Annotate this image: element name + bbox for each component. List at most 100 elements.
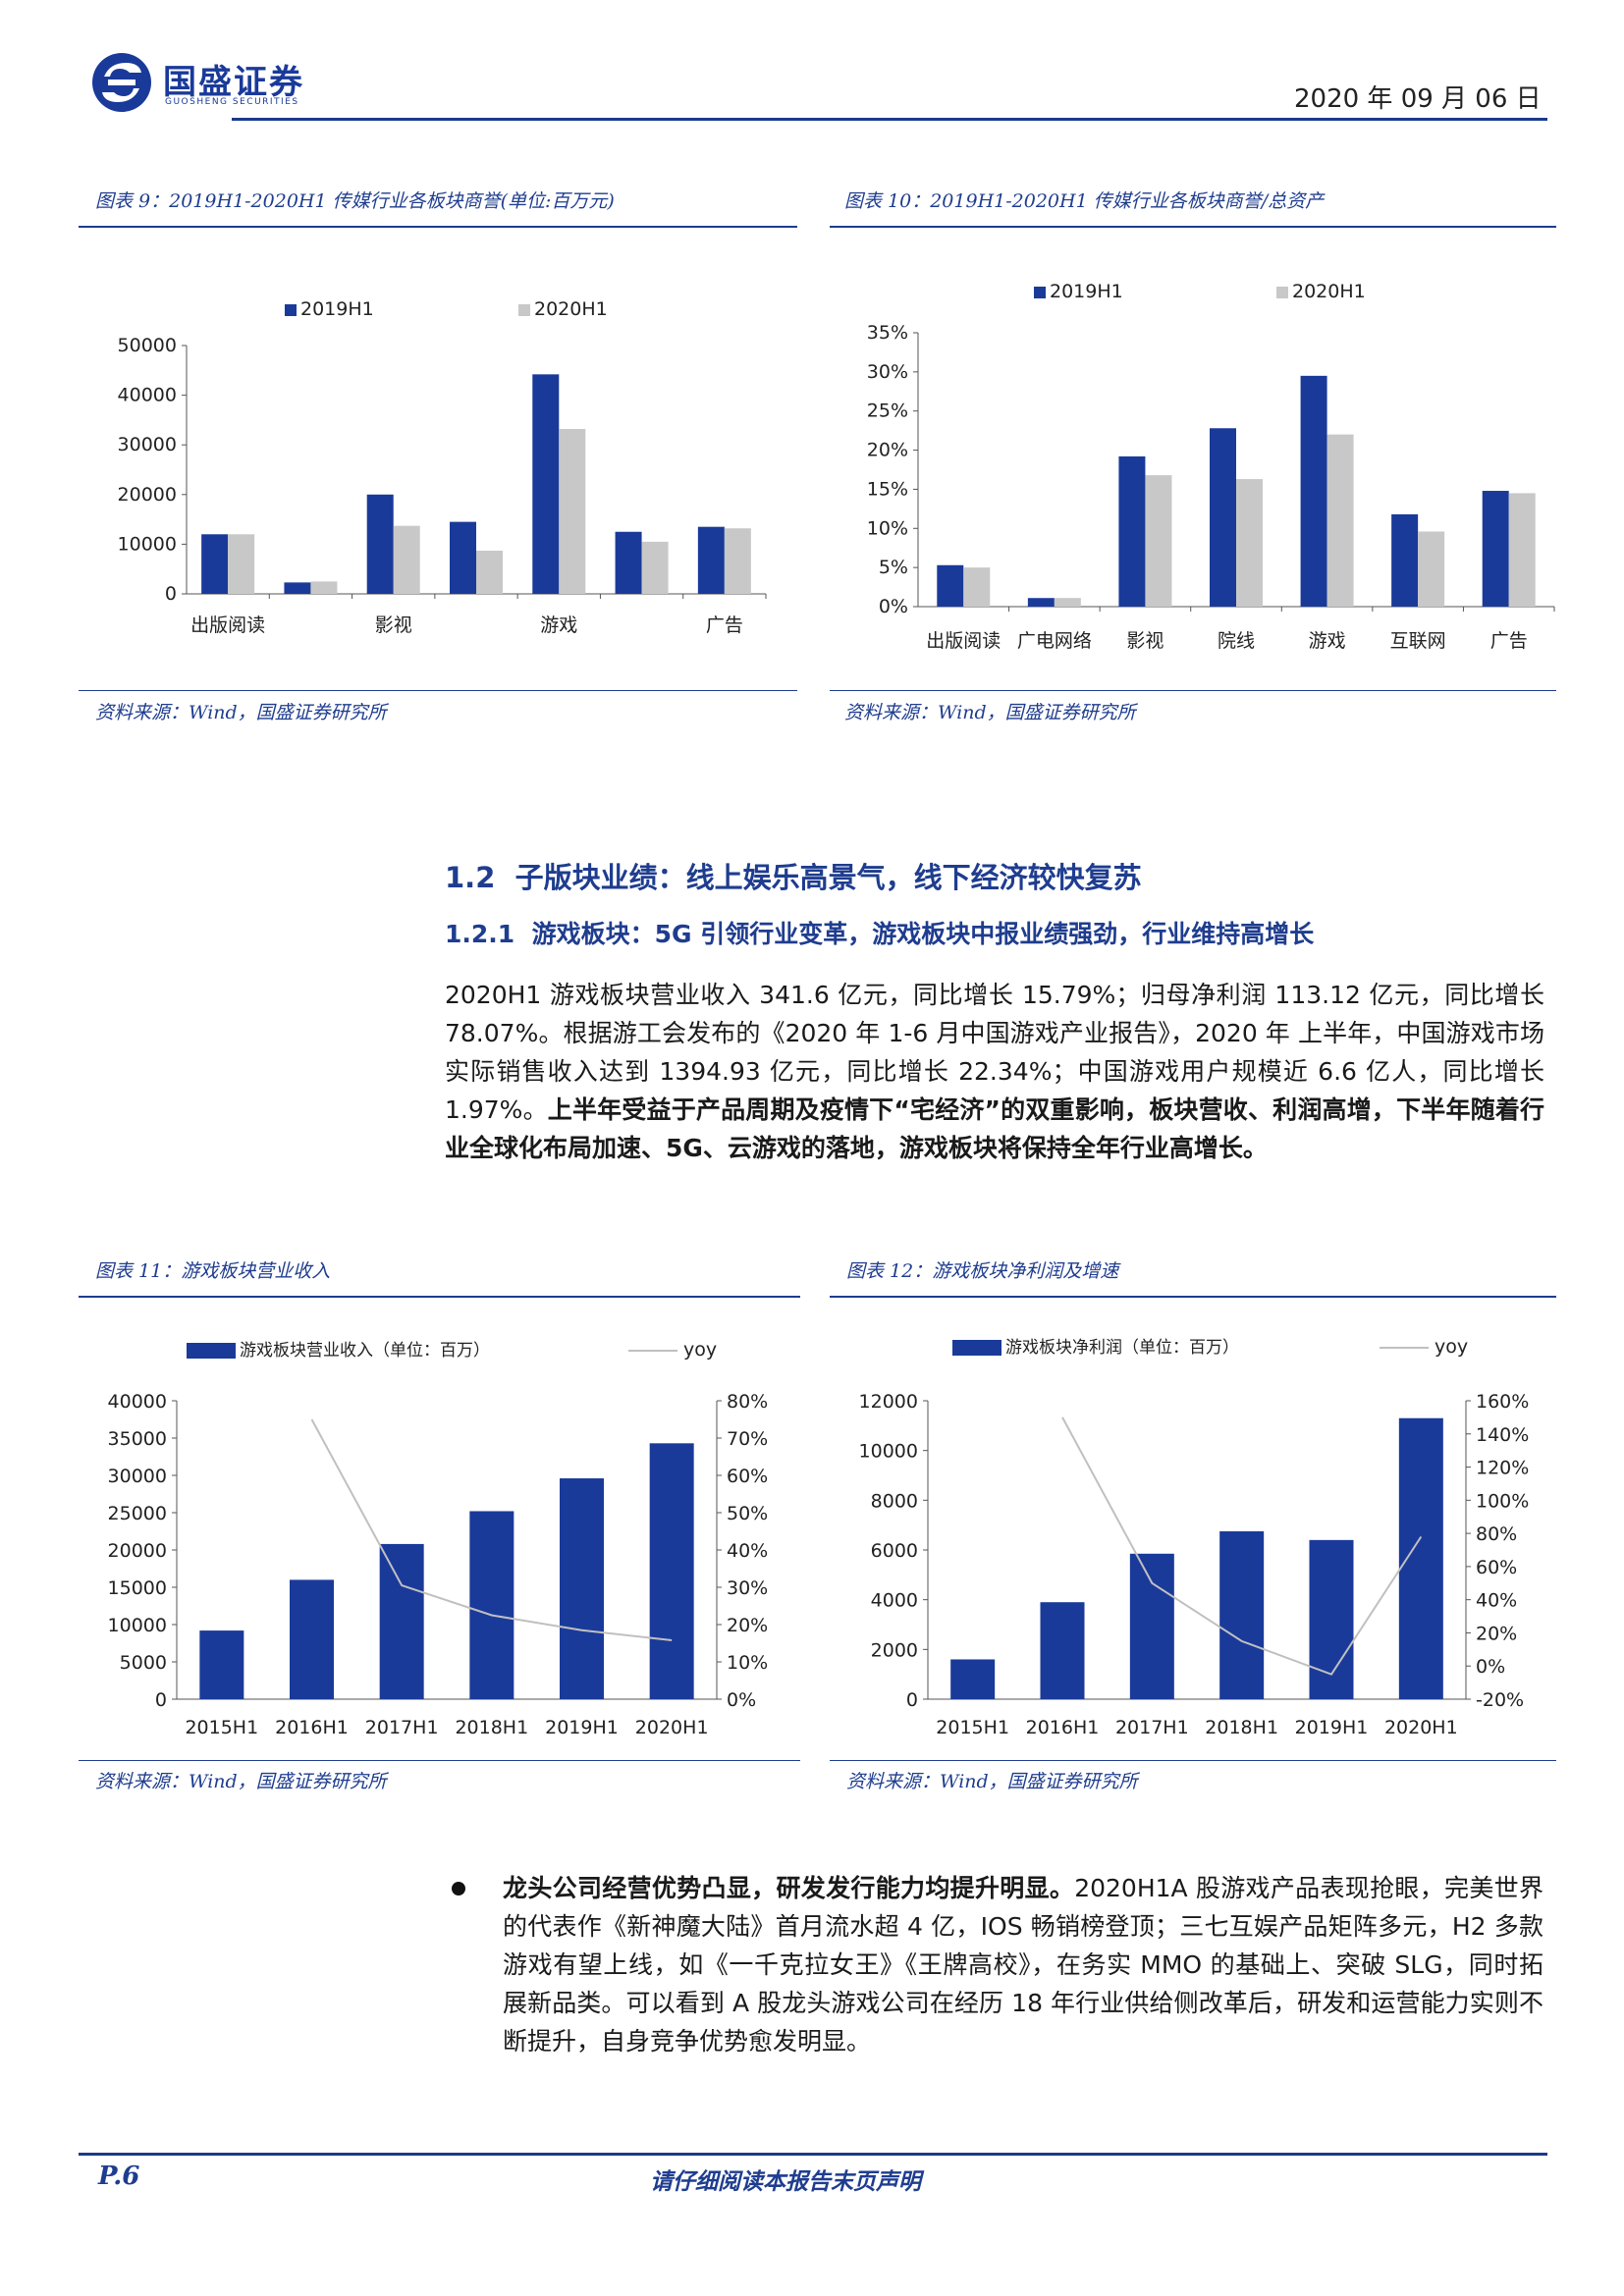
x-tick-label: 2018H1 (1205, 1717, 1278, 1738)
logo-text: 国盛证券 (163, 63, 304, 102)
y-tick-label: 0 (906, 1689, 918, 1711)
fig11-chart: 0 5000 10000 15000 20000 25000 30000 35000 40000… (108, 1339, 769, 1738)
bar-series1 (450, 521, 476, 594)
report-date: 2020 年 09 月 06 日 (1294, 84, 1542, 114)
section-number: 1.2 (445, 861, 496, 894)
legend-label: 2020H1 (534, 298, 608, 320)
bar-series2 (963, 567, 991, 607)
bar-series1 (937, 564, 964, 607)
bar-series1 (201, 534, 229, 594)
y-tick-label: 30% (867, 361, 908, 383)
y2-tick-label: 10% (727, 1652, 768, 1674)
bar-series2 (1326, 434, 1354, 607)
y2-tick-label: 80% (1476, 1523, 1517, 1545)
y-tick-label: 10000 (108, 1615, 167, 1636)
bar-revenue (1129, 1553, 1174, 1699)
subsection-title: 游戏板块：5G 引领行业变革，游戏板块中报业绩强劲，行业维持高增长 (531, 920, 1315, 948)
y-tick-label: 40000 (118, 385, 177, 406)
x-tick-label: 游戏 (1309, 630, 1346, 652)
x-tick-label: 2017H1 (1115, 1717, 1189, 1738)
x-tick-label: 2015H1 (185, 1717, 258, 1738)
y2-tick-label: 60% (1476, 1557, 1517, 1578)
y-tick-label: 5000 (120, 1652, 167, 1674)
x-tick-label: 广告 (1490, 630, 1528, 652)
fig11-source: 资料来源：Wind，国盛证券研究所 (95, 1771, 387, 1792)
y-tick-label: 0% (879, 596, 908, 617)
bar-series2 (393, 525, 420, 594)
y2-tick-label: 70% (727, 1428, 768, 1450)
fig9-bottom-rule (79, 690, 797, 691)
bullet-bold: 龙头公司经营优势凸显，研发发行能力均提升明显。 (503, 1874, 1075, 1902)
page-number: P.6 (98, 2162, 140, 2191)
x-tick-label: 院线 (1218, 630, 1255, 652)
y-tick-label: 20000 (108, 1540, 167, 1562)
footer-notice: 请仔细阅读本报告末页声明 (650, 2168, 921, 2195)
y-tick-label: 30000 (118, 434, 177, 455)
footer-rule (79, 2153, 1547, 2156)
bar-revenue (1040, 1602, 1085, 1699)
y2-tick-label: 40% (727, 1540, 768, 1562)
bullet-text: 2020H1A 股游戏产品表现抢眼，完美世界的代表作《新神魔大陆》首月流水超 4… (503, 1874, 1543, 2056)
y2-tick-label: -20% (1476, 1689, 1524, 1711)
fig9-source: 资料来源：Wind，国盛证券研究所 (95, 702, 387, 723)
y-tick-label: 4000 (871, 1590, 918, 1612)
y-tick-label: 5% (879, 557, 908, 578)
y2-tick-label: 20% (1476, 1623, 1517, 1644)
subsection-heading: 1.2.1 游戏板块：5G 引领行业变革，游戏板块中报业绩强劲，行业维持高增长 (445, 915, 1314, 950)
x-tick-label: 影视 (1126, 630, 1164, 652)
bar-series1 (615, 531, 642, 594)
bar-series1 (532, 374, 560, 594)
fig12-chart: 0 2000 4000 6000 8000 10000 12000 -20% 0% 20% 40% 6… (859, 1336, 1530, 1738)
y2-tick-label: 0% (1476, 1656, 1505, 1678)
y-tick-label: 25000 (108, 1503, 167, 1524)
y-tick-label: 2000 (871, 1639, 918, 1661)
legend-label-bar: 游戏板块净利润（单位：百万） (1005, 1338, 1239, 1358)
x-tick-label: 2019H1 (1295, 1717, 1369, 1738)
legend-swatch (285, 304, 297, 316)
x-tick-label: 2019H1 (545, 1717, 619, 1738)
fig10-bottom-rule (830, 690, 1556, 691)
fig12-bottom-rule (830, 1760, 1556, 1761)
bar-series2 (724, 528, 751, 594)
x-tick-label: 2018H1 (455, 1717, 528, 1738)
bar-series2 (1418, 531, 1445, 607)
fig9-title: 图表 9：2019H1-2020H1 传媒行业各板块商誉(单位:百万元) (95, 190, 615, 212)
y2-tick-label: 40% (1476, 1590, 1517, 1612)
bar-series1 (1391, 513, 1419, 607)
bar-series1 (284, 582, 311, 594)
legend-swatch (1276, 287, 1288, 298)
yoy-line (1061, 1416, 1423, 1676)
y-tick-label: 0 (165, 583, 177, 605)
fig10-top-rule (830, 226, 1556, 228)
subsection-number: 1.2.1 (445, 920, 515, 948)
y-tick-label: 15% (867, 478, 908, 500)
bar-series1 (1210, 428, 1236, 607)
y2-tick-label: 50% (727, 1503, 768, 1524)
header: 国盛证券 GUOSHENG SECURITIES 2020 年 09 月 06 … (0, 0, 1624, 128)
x-tick-label: 出版阅读 (926, 630, 1001, 652)
legend-label-bar: 游戏板块营业收入（单位：百万） (240, 1341, 490, 1361)
y-tick-label: 0 (155, 1689, 167, 1711)
bar-revenue (560, 1478, 604, 1699)
bar-revenue (199, 1630, 244, 1699)
bar-series2 (476, 550, 503, 594)
bar-series1 (1300, 375, 1327, 607)
bar-series1 (1118, 455, 1146, 607)
y2-tick-label: 100% (1476, 1490, 1529, 1512)
legend-label: 2020H1 (1292, 281, 1366, 302)
legend-swatch (518, 304, 530, 316)
legend-swatch-bar (952, 1340, 1001, 1356)
yoy-line (310, 1418, 673, 1641)
bar-revenue (469, 1511, 514, 1699)
y-tick-label: 20000 (118, 484, 177, 506)
legend-swatch-bar (187, 1343, 236, 1359)
bar-series2 (1236, 479, 1263, 607)
bar-series2 (228, 534, 255, 594)
fig9-chart: 0 10000 20000 30000 40000 50000 出版阅读 影视 游戏 广告 2019… (118, 298, 767, 636)
y-tick-label: 8000 (871, 1490, 918, 1512)
bullet-dot (452, 1882, 465, 1896)
body-paragraph-bold: 上半年受益于产品周期及疫情下“宅经济”的双重影响，板块营收、利润高增，下半年随着… (445, 1095, 1544, 1162)
fig11-top-rule (79, 1296, 800, 1298)
bar-series2 (310, 581, 338, 594)
y2-tick-label: 160% (1476, 1391, 1529, 1413)
